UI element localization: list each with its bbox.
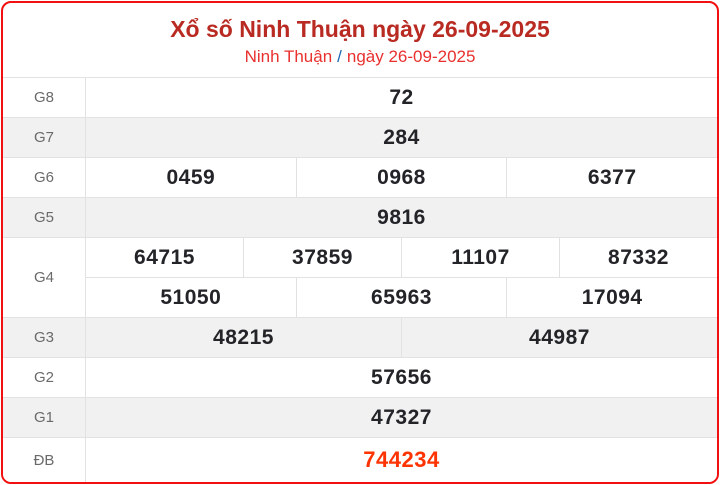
prize-row-đb: ĐB 744234	[3, 438, 717, 482]
prize-number: 57656	[371, 365, 432, 389]
prize-number: 0968	[295, 158, 507, 197]
prize-number: 48215	[213, 325, 274, 349]
breadcrumb: Ninh Thuận / ngày 26-09-2025	[245, 48, 476, 65]
prize-number: 6377	[506, 158, 717, 197]
prize-values: 72	[86, 78, 717, 117]
province-link[interactable]: Ninh Thuận	[244, 46, 333, 66]
prize-subrow: 744234	[86, 438, 717, 482]
prize-values: 744234	[86, 438, 717, 482]
prize-number: 37859	[243, 238, 401, 277]
prize-number: 17094	[506, 278, 717, 317]
prize-row-g7: G7 284	[3, 118, 717, 158]
prize-number: 65963	[295, 278, 507, 317]
prize-label: G2	[3, 358, 86, 397]
prize-subrow: 48215 44987	[86, 318, 717, 357]
prize-subrow: 9816	[86, 198, 717, 237]
prize-values: 284	[86, 118, 717, 157]
prize-number: 87332	[559, 238, 717, 277]
prize-label: G3	[3, 318, 86, 357]
prize-values: 0459 0968 6377	[86, 158, 717, 197]
prize-subrow: 57656	[86, 358, 717, 397]
prize-values: 9816	[86, 198, 717, 237]
prize-number: 284	[383, 125, 420, 149]
results-table: G8 72 G7 284 G6 0459 0968 6377 G5 9816 G4 64715 3785…	[3, 78, 717, 482]
prize-number: 9816	[377, 205, 426, 229]
prize-row-g4: G4 64715 37859 11107 87332 51050 65963 17094	[3, 238, 717, 318]
prize-row-g2: G2 57656	[3, 358, 717, 398]
prize-values: 47327	[86, 398, 717, 437]
prize-label: G8	[3, 78, 86, 117]
prize-subrow: 284	[86, 118, 717, 157]
prize-subrow: 72	[86, 78, 717, 117]
prize-label: G6	[3, 158, 86, 197]
prize-label: ĐB	[3, 438, 86, 482]
prize-label: G7	[3, 118, 86, 157]
prize-number: 11107	[401, 238, 559, 277]
prize-row-g8: G8 72	[3, 78, 717, 118]
prize-row-g1: G1 47327	[3, 398, 717, 438]
prize-number: 744234	[363, 447, 440, 472]
prize-values: 48215 44987	[86, 318, 717, 357]
prize-number: 47327	[371, 405, 432, 429]
prize-subrow: 64715 37859 11107 87332	[86, 238, 717, 277]
date-link[interactable]: ngày 26-09-2025	[346, 46, 476, 66]
breadcrumb-separator: /	[337, 46, 342, 66]
prize-subrow: 0459 0968 6377	[86, 158, 717, 197]
prize-number: 64715	[134, 245, 195, 269]
prize-number: 72	[389, 85, 414, 109]
prize-subrow: 51050 65963 17094	[86, 277, 717, 317]
prize-row-g5: G5 9816	[3, 198, 717, 238]
prize-label: G1	[3, 398, 86, 437]
prize-number: 51050	[160, 285, 222, 309]
prize-row-g6: G6 0459 0968 6377	[3, 158, 717, 198]
prize-values: 64715 37859 11107 87332 51050 65963 17094	[86, 238, 717, 317]
prize-values: 57656	[86, 358, 717, 397]
prize-row-g3: G3 48215 44987	[3, 318, 717, 358]
page-title: Xổ số Ninh Thuận ngày 26-09-2025	[170, 15, 550, 42]
prize-subrow: 47327	[86, 398, 717, 437]
prize-label: G4	[3, 238, 86, 317]
prize-label: G5	[3, 198, 86, 237]
prize-number: 44987	[401, 318, 717, 357]
prize-number: 0459	[166, 165, 216, 189]
result-header: Xổ số Ninh Thuận ngày 26-09-2025 Ninh Th…	[3, 3, 717, 78]
